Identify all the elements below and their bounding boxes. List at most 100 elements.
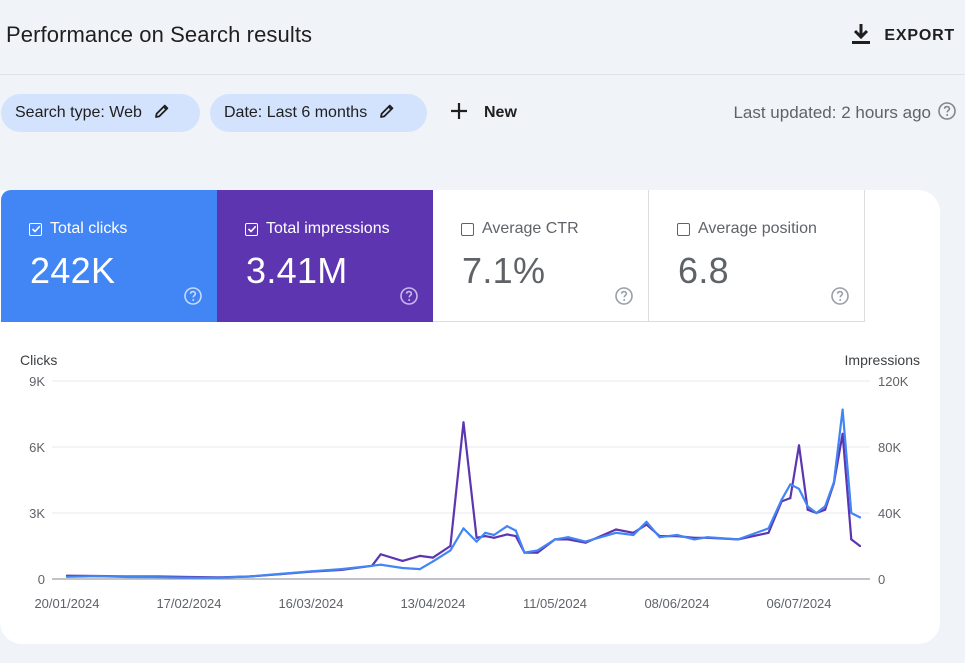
clicks-data-point <box>645 520 648 523</box>
right-axis-title: Impressions <box>844 352 920 368</box>
clicks-series-line <box>66 408 861 579</box>
impressions-data-point <box>797 444 801 447</box>
clicks-data-point <box>806 505 809 508</box>
clicks-data-point <box>567 536 570 539</box>
clicks-data-point <box>309 570 313 573</box>
last-updated-text: Last updated: 2 hours ago <box>733 103 931 122</box>
x-tick-label: 16/03/2024 <box>278 596 343 611</box>
download-icon <box>850 22 872 51</box>
metric-label: Average CTR <box>482 220 579 237</box>
checkbox-icon[interactable] <box>677 222 690 236</box>
impressions-data-point <box>841 432 844 435</box>
clicks-data-point <box>536 549 539 552</box>
y-left-tick-label: 6K <box>29 440 45 455</box>
clicks-data-point <box>279 572 282 575</box>
clicks-data-point <box>815 511 818 515</box>
x-tick-label: 13/04/2024 <box>400 596 465 611</box>
metric-total-clicks[interactable]: Total clicks 242K <box>1 190 217 322</box>
metric-label: Average position <box>698 220 817 237</box>
left-axis-title: Clicks <box>20 352 58 368</box>
metric-average-ctr[interactable]: Average CTR 7.1% <box>433 190 649 322</box>
metric-value: 7.1% <box>462 250 546 291</box>
clicks-data-point <box>632 533 635 537</box>
clicks-data-point <box>789 483 792 486</box>
metric-total-impressions[interactable]: Total impressions 3.41M <box>217 190 433 322</box>
impressions-data-point <box>789 497 792 500</box>
y-left-tick-label: 3K <box>29 506 45 521</box>
new-filter-button[interactable]: New <box>448 94 517 132</box>
clicks-data-point <box>401 566 404 570</box>
impressions-data-point <box>418 554 421 557</box>
clicks-data-point <box>492 533 496 537</box>
clicks-data-point <box>65 575 69 578</box>
impressions-data-point <box>449 544 452 548</box>
help-circle-icon[interactable] <box>830 286 850 311</box>
clicks-data-point <box>370 564 374 567</box>
metric-value: 242K <box>30 250 116 291</box>
clicks-data-point <box>850 511 853 515</box>
impressions-data-point <box>767 531 770 534</box>
date-range-label: Date: Last 6 months <box>224 104 368 121</box>
performance-card: Total clicks 242K Total impressions 3.41… <box>0 190 940 644</box>
clicks-data-point <box>248 575 252 578</box>
clicks-data-point <box>475 540 478 543</box>
performance-chart[interactable]: 0 0 3K 40K 6K 80K 9K 120K 20/01/2024 17/02/2024 16… <box>0 190 940 644</box>
clicks-data-point <box>449 549 452 552</box>
clicks-data-point <box>736 538 740 541</box>
page-title: Performance on Search results <box>6 22 313 47</box>
help-circle-icon[interactable] <box>614 286 634 311</box>
impressions-data-point <box>492 536 496 539</box>
impressions-data-point <box>484 535 487 538</box>
search-type-chip[interactable]: Search type: Web <box>1 94 200 132</box>
clicks-data-point <box>340 568 343 571</box>
plus-icon <box>448 100 470 127</box>
metric-label: Total clicks <box>50 220 128 237</box>
export-label: EXPORT <box>884 27 955 44</box>
pencil-icon[interactable] <box>154 103 170 124</box>
x-tick-label: 08/06/2024 <box>644 596 709 611</box>
clicks-data-point <box>126 575 130 579</box>
x-tick-label: 20/01/2024 <box>34 596 99 611</box>
metric-value: 3.41M <box>246 250 348 291</box>
checkbox-icon[interactable] <box>461 222 474 236</box>
x-tick-label: 11/05/2024 <box>523 596 587 611</box>
checkbox-icon[interactable] <box>29 222 42 236</box>
impressions-data-point <box>850 538 853 541</box>
new-filter-label: New <box>484 104 517 121</box>
y-left-tick-label: 0 <box>38 572 45 587</box>
clicks-data-point <box>462 527 465 530</box>
impressions-data-point <box>462 421 465 424</box>
impressions-data-point <box>431 556 435 559</box>
impressions-data-point <box>824 508 827 511</box>
clicks-data-point <box>96 575 99 578</box>
impressions-data-point <box>614 528 618 531</box>
x-tick-label: 17/02/2024 <box>156 596 221 611</box>
help-circle-icon[interactable] <box>399 286 419 311</box>
help-circle-icon[interactable] <box>183 286 203 311</box>
date-range-chip[interactable]: Date: Last 6 months <box>210 94 427 132</box>
metric-average-position[interactable]: Average position 6.8 <box>649 190 865 322</box>
y-right-tick-label: 120K <box>878 374 909 389</box>
metric-label: Total impressions <box>266 220 390 237</box>
export-button[interactable]: EXPORT <box>850 22 955 50</box>
pencil-icon[interactable] <box>379 103 395 124</box>
clicks-data-point <box>675 533 679 537</box>
search-type-label: Search type: Web <box>15 104 142 121</box>
x-tick-label: 06/07/2024 <box>766 596 831 611</box>
impressions-data-point <box>379 553 382 556</box>
y-right-tick-label: 0 <box>878 572 885 587</box>
metric-value: 6.8 <box>678 250 729 291</box>
clicks-data-point <box>693 538 696 541</box>
clicks-data-point <box>614 531 618 534</box>
clicks-data-point <box>418 568 421 571</box>
y-right-tick-label: 40K <box>878 506 901 521</box>
clicks-data-point <box>157 576 160 579</box>
impressions-series-line <box>66 421 861 579</box>
help-circle-icon[interactable] <box>937 101 957 126</box>
clicks-data-point <box>841 408 844 411</box>
clicks-data-point <box>858 516 862 519</box>
clicks-data-point <box>431 560 435 563</box>
impressions-data-point <box>806 508 809 511</box>
checkbox-icon[interactable] <box>245 222 258 236</box>
impressions-data-point <box>567 538 570 541</box>
